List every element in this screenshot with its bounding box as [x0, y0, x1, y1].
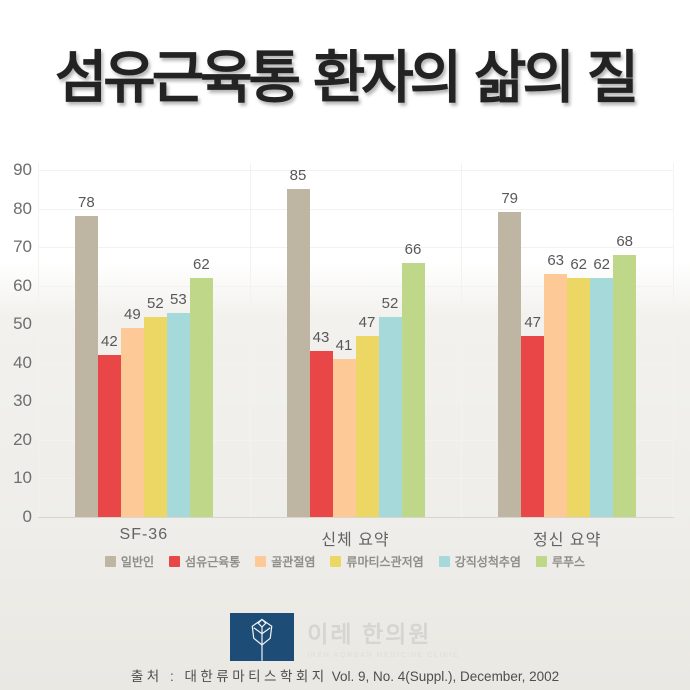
legend-label: 섬유근육통 [185, 555, 241, 569]
bar-강직성척추염 [166, 312, 190, 517]
legend-swatch-icon [330, 556, 342, 567]
source-citation-korean: 출처 : 대한류마티스학회지 [130, 669, 328, 684]
legend-item: 일반인 [104, 553, 155, 570]
x-axis-category-label: SF-36 [119, 526, 169, 543]
legend-label: 루푸스 [551, 555, 586, 569]
bar-류마티스관저염 [143, 316, 167, 517]
y-axis-tick-label: 0 [22, 507, 32, 526]
bar-value-label: 62 [192, 255, 210, 273]
gridline-h [38, 247, 673, 249]
legend-label: 류마티스관저염 [346, 555, 424, 569]
x-axis-category-label: 정신 요약 [532, 532, 602, 549]
bar-루푸스 [613, 254, 637, 517]
bar-일반인 [498, 212, 522, 517]
logo-name-korean: 이레 한의원 [307, 621, 432, 647]
bar-섬유근육통 [309, 351, 333, 517]
bar-일반인 [74, 216, 98, 517]
y-axis-tick-label: 10 [13, 468, 32, 488]
logo-box [230, 613, 295, 661]
bar-골관절염 [544, 274, 568, 517]
y-axis-tick-label: 60 [13, 275, 32, 295]
bar-value-label: 62 [570, 255, 587, 273]
legend-label: 골관절염 [271, 555, 316, 569]
x-axis-line [38, 517, 674, 518]
source-citation: 출처 : 대한류마티스학회지 Vol. 9, No. 4(Suppl.), Dec… [0, 665, 690, 685]
bar-value-label: 49 [123, 306, 141, 324]
chart-title: 섬유근육통 환자의 삶의 질 [54, 44, 639, 111]
bar-value-label: 52 [381, 294, 399, 312]
bar-value-label: 78 [77, 194, 95, 212]
bar-value-label: 41 [335, 336, 353, 354]
bar-value-label: 53 [169, 290, 187, 308]
legend-item: 섬유근육통 [169, 553, 240, 570]
y-axis-tick-label: 50 [13, 314, 32, 334]
logo-texts: 이레 한의원 IREH KOREAN MEDICINE CLINIC [307, 615, 460, 659]
bar-value-label: 68 [616, 232, 633, 250]
legend-swatch-icon [438, 556, 450, 567]
bar-value-label: 85 [289, 167, 307, 185]
gridline-h [38, 324, 673, 326]
bar-일반인 [286, 189, 310, 517]
gridline-v [38, 163, 39, 517]
legend-label: 강직성척추염 [454, 555, 521, 569]
source-citation-latin: Vol. 9, No. 4(Suppl.), December, 2002 [331, 669, 560, 684]
legend-label: 일반인 [120, 555, 155, 569]
logo-name-english: IREH KOREAN MEDICINE CLINIC [307, 652, 460, 659]
legend-swatch-icon [104, 556, 116, 567]
y-axis-tick-label: 80 [13, 198, 32, 218]
gridline-v [673, 163, 674, 517]
bar-루푸스 [189, 277, 213, 517]
gridline-h [38, 285, 673, 287]
x-axis-category-label: 신체 요약 [321, 532, 390, 549]
bar-골관절염 [120, 328, 144, 517]
bar-value-label: 62 [593, 255, 610, 273]
bar-value-label: 63 [547, 252, 564, 270]
bar-루푸스 [401, 262, 425, 517]
y-axis-tick-label: 40 [13, 352, 32, 372]
y-axis-tick-label: 70 [13, 237, 32, 257]
bar-강직성척추염 [378, 316, 402, 517]
bar-value-label: 66 [404, 240, 422, 258]
bar-류마티스관저염 [567, 277, 591, 517]
bar-섬유근육통 [521, 335, 545, 517]
y-axis-tick-label: 30 [13, 391, 32, 411]
bar-골관절염 [332, 358, 356, 517]
gridline-h [38, 170, 673, 171]
gridline-v [461, 163, 463, 517]
bar-류마티스관저염 [355, 335, 379, 517]
legend-swatch-icon [535, 556, 547, 567]
gridline-h [38, 208, 673, 210]
gridline-v [249, 163, 251, 517]
bar-value-label: 47 [358, 313, 376, 331]
legend-item: 강직성척추염 [438, 553, 521, 570]
bar-value-label: 47 [524, 313, 541, 331]
bar-value-label: 52 [146, 294, 164, 312]
legend-item: 루푸스 [535, 553, 586, 570]
bar-value-label: 79 [501, 190, 518, 208]
legend-item: 류마티스관저염 [330, 553, 424, 570]
y-axis-tick-label: 20 [13, 429, 32, 449]
y-axis-tick-label: 90 [13, 160, 32, 179]
bar-value-label: 42 [100, 333, 118, 351]
bar-섬유근육통 [97, 355, 121, 517]
leaf-icon [251, 618, 273, 661]
clinic-logo: 이레 한의원 IREH KOREAN MEDICINE CLINIC [0, 613, 690, 661]
legend: 일반인 섬유근육통 골관절염 류마티스관저염 강직성척추염 루푸스 [0, 553, 690, 570]
legend-swatch-icon [255, 556, 267, 567]
legend-item: 골관절염 [255, 553, 315, 570]
bar-value-label: 43 [312, 329, 330, 347]
bar-강직성척추염 [590, 277, 614, 517]
legend-swatch-icon [169, 556, 181, 567]
